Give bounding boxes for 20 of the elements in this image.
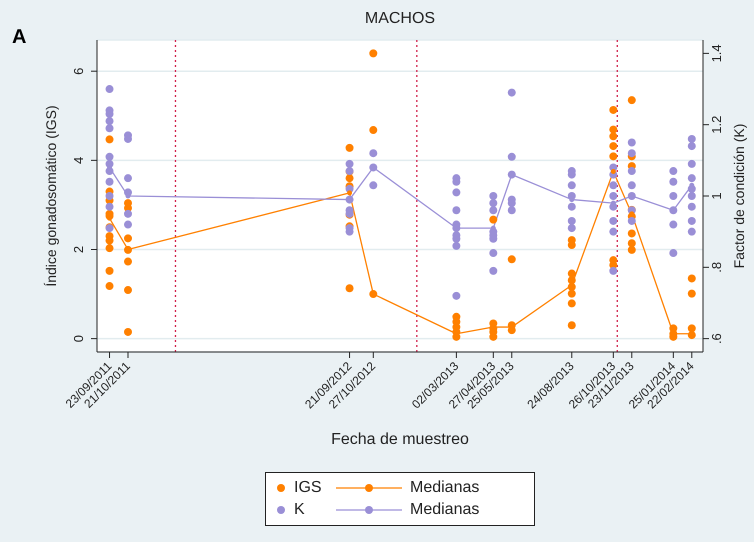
y2-tick-label: 1.4 — [709, 44, 724, 62]
y2-tick-label: .8 — [709, 262, 724, 273]
y-tick-label: 6 — [71, 68, 86, 75]
legend-label: Medianas — [410, 501, 480, 519]
y2-tick-label: 1 — [709, 192, 724, 200]
y-tick-label: 2 — [71, 246, 86, 254]
x-axis-title: Fecha de muestreo — [331, 431, 470, 448]
y2-tick-label: 1.2 — [709, 116, 724, 134]
text: A — [12, 26, 26, 49]
point — [347, 190, 352, 196]
legend-label: IGS — [294, 479, 322, 497]
y2-tick-label: .6 — [709, 333, 724, 344]
point — [610, 168, 616, 174]
chart-title: MACHOS — [364, 10, 436, 28]
y2-axis-title: Factor de condición (K) — [730, 124, 747, 268]
y-tick-label: 0 — [71, 335, 86, 342]
legend-label: K — [294, 501, 305, 519]
y-axis-title: Índice gonadosomático (IGS) — [42, 105, 59, 287]
y-tick-label: 4 — [71, 156, 86, 164]
legend-label: Medianas — [410, 479, 480, 497]
